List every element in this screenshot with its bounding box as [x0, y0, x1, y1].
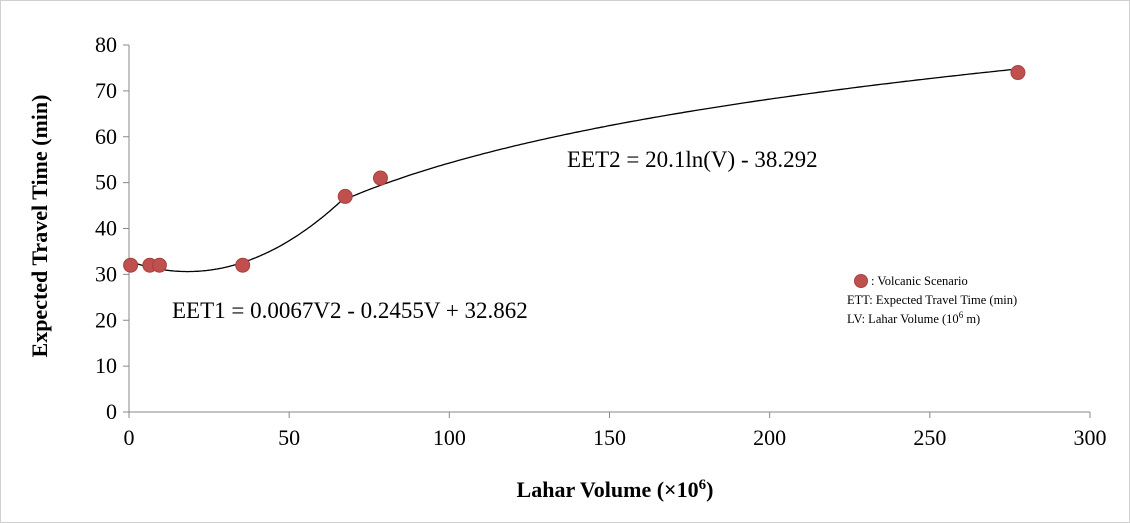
data-points	[123, 65, 1026, 273]
data-point	[1010, 65, 1026, 81]
y-tick-label: 0	[106, 399, 117, 424]
x-axis-title: Lahar Volume (×106)	[517, 477, 714, 502]
x-ticks: 0 50 100 150 200 250 300	[124, 412, 1107, 450]
equation-eet1: EET1 = 0.0067V2 - 0.2455V + 32.862	[172, 298, 528, 323]
y-axis-title: Expected Travel Time (min)	[27, 95, 52, 358]
x-tick-label: 300	[1074, 425, 1107, 450]
x-tick-label: 250	[913, 425, 946, 450]
y-tick-label: 20	[95, 307, 117, 332]
legend: : Volcanic Scenario ETT: Expected Travel…	[847, 274, 1017, 326]
x-tick-label: 0	[124, 425, 135, 450]
legend-ett-line: ETT: Expected Travel Time (min)	[847, 293, 1017, 307]
trend-curve	[128, 68, 1018, 273]
y-tick-label: 50	[95, 170, 117, 195]
axes	[128, 45, 1090, 413]
x-tick-label: 100	[433, 425, 466, 450]
y-tick-label: 80	[95, 32, 117, 57]
legend-marker-label: : Volcanic Scenario	[871, 274, 968, 288]
y-tick-label: 60	[95, 124, 117, 149]
y-tick-label: 40	[95, 216, 117, 241]
x-tick-label: 150	[593, 425, 626, 450]
y-tick-label: 70	[95, 78, 117, 103]
data-point	[123, 257, 139, 273]
x-tick-label: 50	[278, 425, 300, 450]
y-ticks: 0 10 20 30 40 50 60 70 80	[95, 32, 129, 424]
data-point	[235, 257, 251, 273]
data-point	[151, 257, 167, 273]
legend-marker	[854, 274, 868, 288]
data-point	[372, 170, 388, 186]
y-tick-label: 30	[95, 261, 117, 286]
legend-lv-line: LV: Lahar Volume (106 m)	[847, 310, 980, 326]
x-tick-label: 200	[753, 425, 786, 450]
data-point	[337, 188, 353, 204]
equation-eet2: EET2 = 20.1ln(V) - 38.292	[567, 147, 818, 172]
y-tick-label: 10	[95, 353, 117, 378]
